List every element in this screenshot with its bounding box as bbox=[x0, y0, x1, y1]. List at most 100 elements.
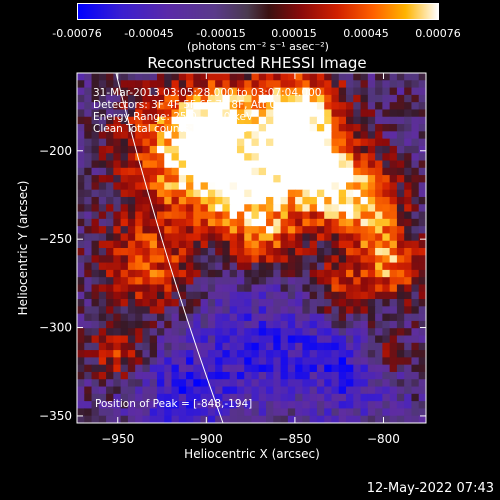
heatmap-cell bbox=[396, 386, 405, 395]
heatmap-cell bbox=[375, 393, 383, 402]
heatmap-cell bbox=[375, 415, 383, 423]
heatmap-cell bbox=[375, 269, 383, 278]
heatmap-cell bbox=[353, 364, 362, 373]
heatmap-cell bbox=[382, 364, 391, 373]
heatmap-cell bbox=[338, 153, 347, 162]
heatmap-cell bbox=[229, 211, 238, 220]
heatmap-cell bbox=[193, 175, 202, 183]
heatmap-cell bbox=[171, 393, 180, 402]
heatmap-cell bbox=[77, 189, 85, 198]
colorbar-tick: -0.00045 bbox=[124, 27, 174, 40]
heatmap-cell bbox=[295, 371, 303, 380]
heatmap-cell bbox=[171, 350, 180, 358]
heatmap-cell bbox=[418, 182, 426, 191]
heatmap-cell bbox=[367, 73, 376, 81]
heatmap-cell bbox=[164, 109, 173, 118]
heatmap-cell bbox=[193, 269, 202, 278]
heatmap-cell bbox=[113, 299, 122, 307]
heatmap-cell bbox=[324, 335, 333, 344]
heatmap-cell bbox=[215, 248, 224, 256]
heatmap-cell bbox=[316, 320, 325, 329]
heatmap-cell bbox=[331, 313, 340, 322]
heatmap-cell bbox=[375, 255, 383, 264]
heatmap-cell bbox=[338, 342, 347, 351]
heatmap-cell bbox=[84, 189, 93, 198]
heatmap-cell bbox=[113, 80, 122, 89]
heatmap-cell bbox=[418, 386, 426, 395]
heatmap-cell bbox=[186, 102, 194, 111]
heatmap-cell bbox=[375, 284, 383, 293]
heatmap-cell bbox=[367, 291, 376, 300]
heatmap-cell bbox=[207, 153, 216, 162]
heatmap-cell bbox=[295, 80, 303, 89]
heatmap-cell bbox=[396, 320, 405, 329]
heatmap-cell bbox=[120, 364, 129, 373]
heatmap-cell bbox=[229, 94, 238, 103]
heatmap-cell bbox=[404, 386, 413, 395]
heatmap-cell bbox=[273, 73, 282, 81]
heatmap-cell bbox=[142, 218, 151, 227]
heatmap-cell bbox=[382, 182, 391, 191]
heatmap-cell bbox=[156, 269, 165, 278]
heatmap-cell bbox=[135, 87, 144, 96]
heatmap-cell bbox=[316, 167, 325, 176]
heatmap-cell bbox=[91, 189, 100, 198]
heatmap-cell bbox=[91, 218, 100, 227]
heatmap-cell bbox=[287, 277, 296, 286]
heatmap-cell bbox=[389, 87, 398, 96]
heatmap-cell bbox=[266, 386, 274, 395]
heatmap-cell bbox=[309, 284, 318, 293]
heatmap-cell bbox=[258, 306, 267, 315]
heatmap-cell bbox=[353, 350, 362, 358]
heatmap-cell bbox=[135, 269, 144, 278]
heatmap-cell bbox=[193, 350, 202, 358]
heatmap-cell bbox=[360, 124, 369, 132]
heatmap-cell bbox=[77, 124, 85, 132]
heatmap-cell bbox=[316, 379, 325, 388]
heatmap-cell bbox=[113, 87, 122, 96]
heatmap-cell bbox=[309, 255, 318, 264]
heatmap-cell bbox=[120, 408, 129, 417]
heatmap-cell bbox=[353, 226, 362, 235]
heatmap-cell bbox=[135, 386, 144, 395]
heatmap-cell bbox=[127, 350, 136, 358]
heatmap-cell bbox=[98, 196, 107, 205]
heatmap-cell bbox=[236, 269, 245, 278]
heatmap-cell bbox=[382, 189, 391, 198]
heatmap-cell bbox=[411, 350, 420, 358]
heatmap-cell bbox=[149, 408, 158, 417]
heatmap-image bbox=[77, 73, 426, 423]
heatmap-cell bbox=[207, 364, 216, 373]
heatmap-cell bbox=[229, 350, 238, 358]
heatmap-cell bbox=[338, 320, 347, 329]
heatmap-cell bbox=[120, 350, 129, 358]
heatmap-cell bbox=[91, 131, 100, 140]
heatmap-cell bbox=[258, 269, 267, 278]
heatmap-cell bbox=[302, 277, 311, 286]
heatmap-cell bbox=[120, 226, 129, 235]
heatmap-cell bbox=[149, 364, 158, 373]
heatmap-cell bbox=[193, 124, 202, 132]
heatmap-cell bbox=[331, 357, 340, 366]
heatmap-cell bbox=[215, 277, 224, 286]
heatmap-cell bbox=[324, 371, 333, 380]
heatmap-cell bbox=[346, 379, 354, 388]
heatmap-cell bbox=[266, 80, 274, 89]
heatmap-cell bbox=[149, 80, 158, 89]
colorbar-units: (photons cm⁻² s⁻¹ asec⁻²) bbox=[187, 40, 329, 53]
heatmap-cell bbox=[171, 124, 180, 132]
heatmap-cell bbox=[382, 153, 391, 162]
heatmap-cell bbox=[353, 80, 362, 89]
heatmap-cell bbox=[382, 277, 391, 286]
heatmap-cell bbox=[171, 269, 180, 278]
heatmap-cell bbox=[142, 233, 151, 242]
heatmap-cell bbox=[258, 131, 267, 140]
heatmap-cell bbox=[207, 226, 216, 235]
heatmap-cell bbox=[149, 131, 158, 140]
heatmap-cell bbox=[316, 138, 325, 147]
heatmap-cell bbox=[222, 262, 231, 271]
heatmap-cell bbox=[396, 131, 405, 140]
heatmap-cell bbox=[411, 138, 420, 147]
heatmap-cell bbox=[91, 196, 100, 205]
heatmap-cell bbox=[331, 262, 340, 271]
